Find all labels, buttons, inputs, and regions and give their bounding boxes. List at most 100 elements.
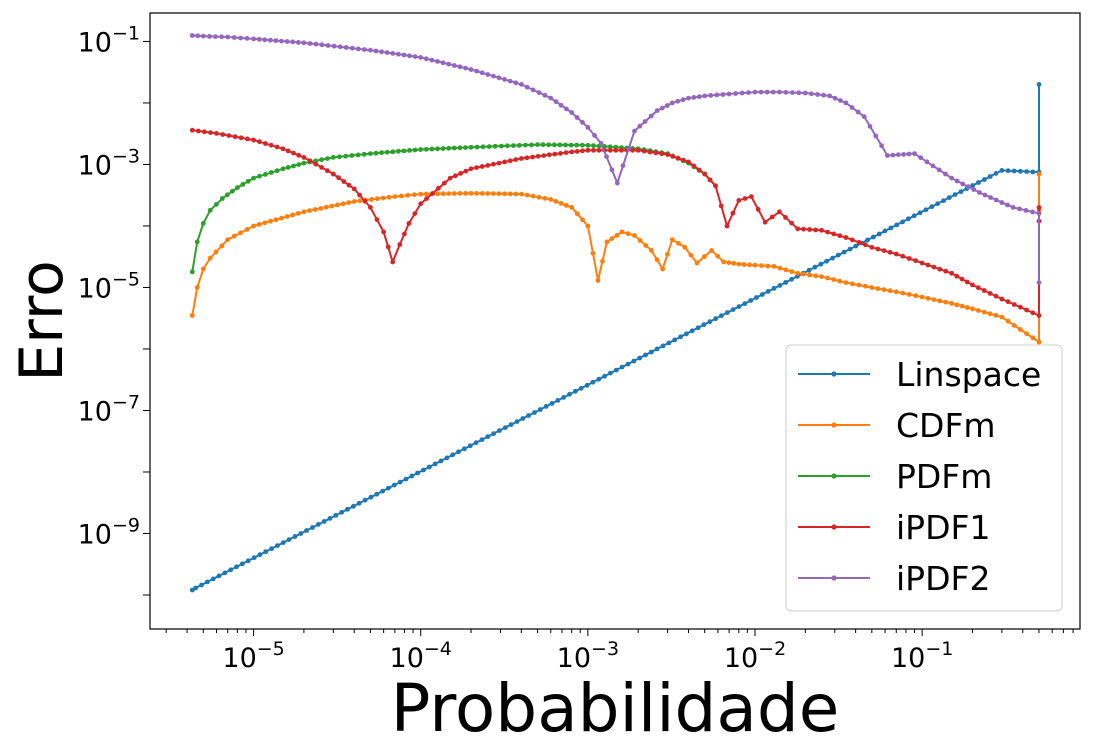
data-point: [721, 259, 727, 265]
data-point: [748, 298, 754, 303]
series-layer: [189, 33, 1042, 593]
data-point: [1018, 327, 1023, 332]
data-point: [526, 413, 531, 418]
data-point: [535, 153, 541, 159]
data-point: [357, 192, 362, 198]
data-point: [340, 201, 346, 207]
data-point: [523, 142, 528, 148]
data-point: [954, 178, 960, 184]
data-point: [759, 263, 764, 268]
data-point: [351, 503, 356, 509]
data-point: [432, 461, 438, 467]
tick-label-base: 10: [78, 27, 112, 58]
data-point: [893, 251, 899, 257]
data-point: [777, 265, 783, 271]
data-point: [290, 39, 296, 45]
data-point: [1005, 299, 1011, 305]
data-point: [397, 479, 403, 485]
data-point: [291, 163, 296, 169]
data-point: [1036, 205, 1042, 210]
data-point: [739, 90, 745, 96]
data-point: [590, 379, 596, 385]
data-point: [625, 361, 631, 367]
data-point: [637, 238, 643, 243]
data-point: [580, 120, 585, 125]
data-point: [507, 191, 513, 197]
tick-labels-layer: 10−5 10−4 10−3 10−2 10−110−110−310−510−710−9: [78, 22, 954, 674]
data-point: [709, 248, 714, 253]
data-point: [496, 191, 502, 197]
data-point: [637, 123, 643, 129]
data-point: [752, 262, 758, 268]
data-point: [390, 259, 396, 265]
data-point: [485, 434, 491, 440]
data-point: [373, 150, 379, 156]
data-point: [468, 166, 474, 172]
data-point: [669, 237, 675, 243]
data-point: [669, 100, 675, 106]
data-point: [832, 95, 838, 101]
data-point: [765, 289, 771, 294]
tick-label-base: 10: [222, 643, 256, 674]
data-point: [374, 217, 380, 223]
data-point: [213, 202, 219, 207]
data-point: [453, 173, 458, 179]
data-point: [290, 212, 296, 218]
data-point: [225, 34, 231, 40]
data-point: [462, 446, 467, 452]
data-point: [240, 561, 245, 567]
data-point: [602, 373, 607, 379]
data-point: [213, 249, 219, 255]
data-point: [341, 179, 347, 184]
data-point: [941, 198, 946, 204]
legend-entry-ipdf1: iPDF1: [798, 508, 990, 547]
data-point: [440, 146, 446, 151]
data-point: [680, 97, 686, 103]
data-point: [412, 54, 418, 59]
data-point: [532, 410, 537, 415]
data-point: [982, 192, 988, 198]
tick-label-exponent: −3: [591, 638, 619, 660]
data-point: [641, 148, 647, 154]
data-point: [479, 164, 485, 169]
data-point: [591, 143, 596, 149]
data-point: [362, 497, 368, 503]
data-point: [620, 163, 626, 169]
legend-swatch-marker: [831, 575, 837, 581]
data-point: [976, 180, 981, 185]
data-point: [795, 226, 801, 232]
data-point: [999, 168, 1005, 173]
data-point: [330, 171, 336, 177]
data-point: [315, 522, 321, 527]
tick-label-exponent: −3: [112, 145, 140, 167]
tick-label-base: 10: [557, 643, 591, 674]
data-point: [551, 142, 557, 148]
data-point: [492, 143, 498, 149]
data-point: [943, 171, 948, 177]
data-point: [579, 142, 585, 148]
data-point: [875, 246, 881, 252]
data-point: [440, 60, 446, 66]
data-point: [467, 443, 473, 449]
legend: Linspace CDFm PDFm iPDF1 iPDF2: [785, 344, 1063, 612]
data-point: [802, 90, 808, 96]
data-point: [632, 233, 637, 238]
data-point: [925, 262, 931, 268]
data-point: [719, 313, 724, 319]
data-point: [981, 309, 987, 315]
data-point: [632, 128, 637, 134]
data-point: [280, 146, 286, 152]
data-point: [307, 41, 313, 46]
data-point: [647, 149, 653, 155]
data-point: [412, 147, 418, 153]
plot-frame: [149, 12, 1081, 630]
data-point: [485, 163, 491, 168]
data-point: [777, 89, 782, 95]
data-point: [592, 133, 597, 138]
data-point: [569, 149, 575, 155]
data-point: [368, 494, 374, 500]
data-point: [604, 154, 609, 160]
data-point: [863, 283, 868, 289]
data-point: [714, 92, 720, 98]
data-point: [871, 234, 876, 240]
